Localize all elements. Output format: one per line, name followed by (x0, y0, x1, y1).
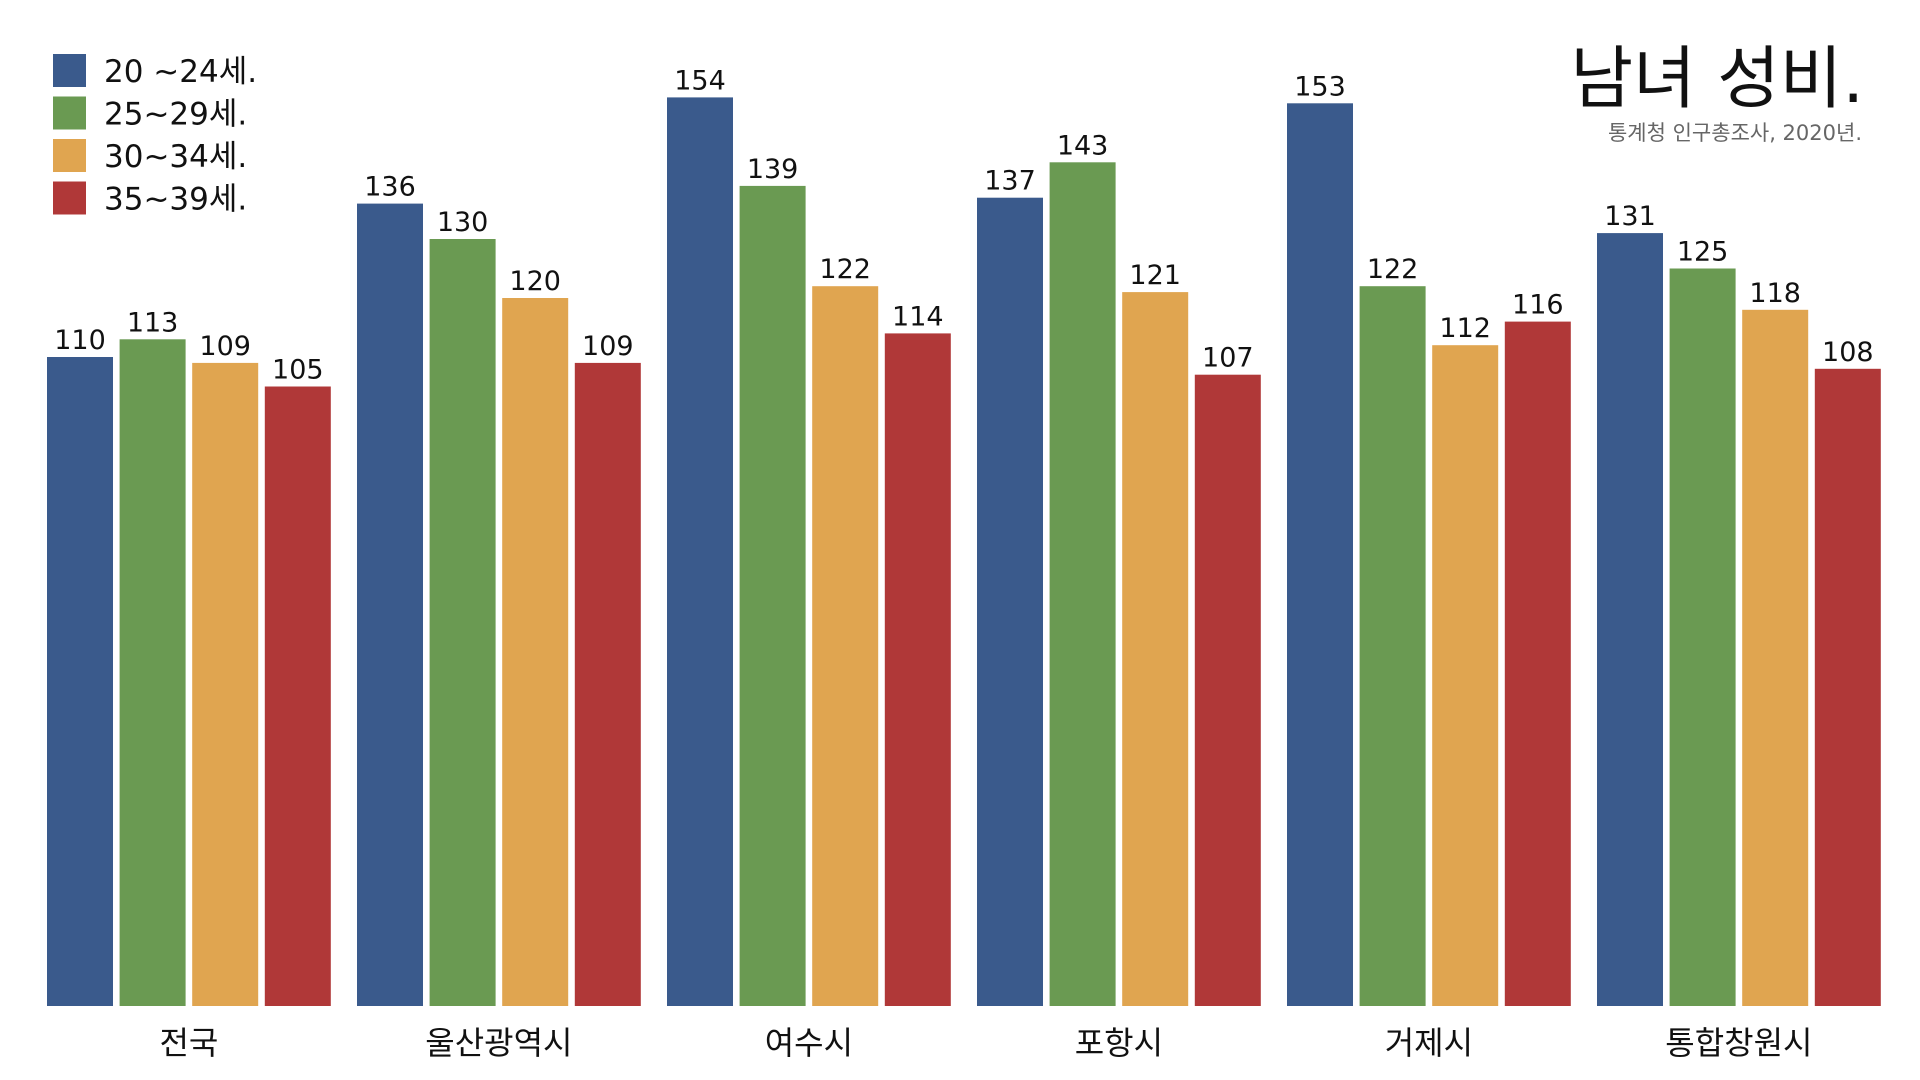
legend-swatch (53, 139, 86, 172)
bar (1504, 321, 1571, 1007)
value-label: 105 (272, 355, 324, 386)
chart-subtitle: 통계청 인구총조사, 2020년. (1608, 121, 1862, 145)
value-label: 143 (1057, 130, 1109, 161)
value-label: 109 (199, 331, 251, 362)
value-label: 137 (984, 166, 1036, 197)
bar (47, 357, 113, 1006)
chart-title: 남녀 성비. (1571, 40, 1864, 119)
value-label: 118 (1749, 278, 1801, 309)
bar (192, 362, 259, 1006)
value-label: 116 (1512, 290, 1564, 321)
value-label: 125 (1677, 237, 1729, 268)
legend-swatch (53, 54, 86, 87)
value-label: 113 (127, 307, 179, 338)
value-label: 122 (1367, 254, 1419, 285)
legend-label: 30~34세. (104, 139, 247, 175)
bar (1597, 233, 1663, 1007)
x-tick-label: 거제시 (1385, 1024, 1473, 1062)
bar (812, 286, 879, 1006)
bar (357, 203, 423, 1007)
x-tick-label: 여수시 (765, 1024, 853, 1062)
legend-label: 35~39세. (104, 182, 247, 218)
bar (977, 197, 1043, 1006)
legend-swatch (53, 96, 86, 130)
value-label: 131 (1604, 201, 1656, 232)
bar (667, 97, 733, 1006)
value-label: 121 (1129, 260, 1181, 291)
x-tick-label: 통합창원시 (1665, 1024, 1812, 1062)
bar (264, 386, 331, 1006)
value-label: 139 (747, 154, 799, 185)
legend-swatch (53, 181, 86, 215)
legend-label: 25~29세. (104, 97, 247, 133)
value-label: 107 (1202, 343, 1254, 374)
bar (1287, 103, 1353, 1007)
bar (884, 333, 951, 1006)
value-label: 130 (437, 207, 489, 238)
value-label: 114 (892, 301, 944, 332)
bar (574, 362, 641, 1006)
value-label: 136 (364, 172, 416, 203)
bar (1049, 162, 1116, 1007)
value-label: 109 (582, 331, 634, 362)
x-tick-label: 울산광역시 (425, 1024, 572, 1062)
value-label: 110 (54, 325, 106, 356)
bar (1122, 292, 1189, 1007)
bar (502, 298, 569, 1006)
bar (739, 185, 806, 1006)
bar (1742, 309, 1809, 1006)
value-label: 112 (1439, 313, 1491, 344)
value-label: 120 (509, 266, 561, 297)
value-label: 154 (674, 65, 726, 96)
bar (429, 239, 496, 1006)
value-label: 153 (1294, 71, 1346, 102)
x-tick-label: 포항시 (1075, 1024, 1163, 1062)
legend-label: 20 ~24세. (104, 54, 257, 90)
bar (1814, 368, 1881, 1006)
bar (1669, 268, 1736, 1006)
bar (119, 339, 186, 1006)
x-tick-label: 전국 (159, 1024, 218, 1062)
value-label: 108 (1822, 337, 1874, 368)
bar (1432, 345, 1499, 1006)
bar (1359, 286, 1426, 1006)
bar (1194, 374, 1261, 1006)
value-label: 122 (819, 254, 871, 285)
